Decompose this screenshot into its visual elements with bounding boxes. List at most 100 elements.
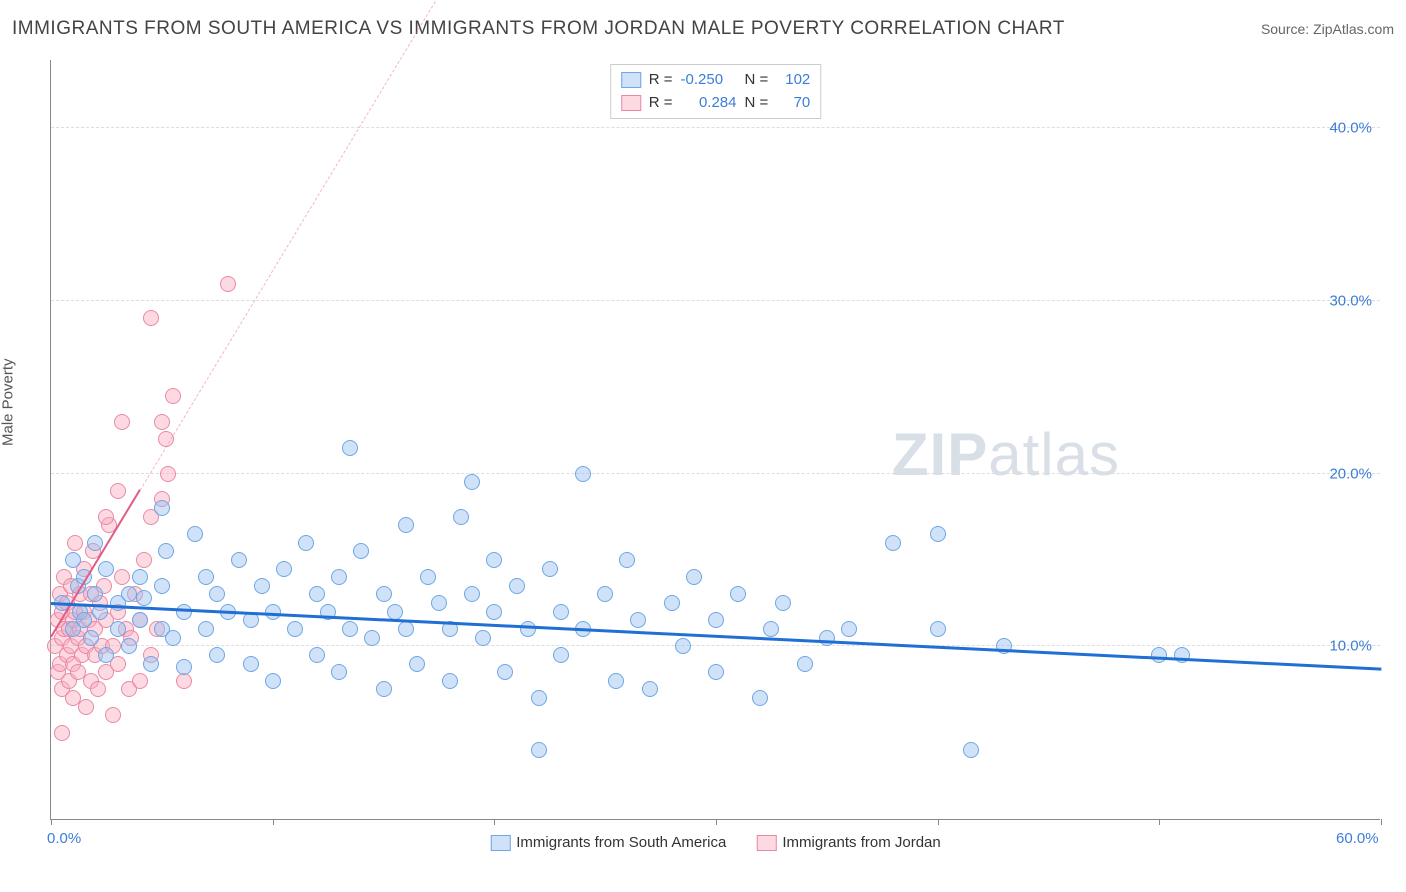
x-tick — [494, 819, 495, 825]
data-point-jordan — [121, 681, 137, 697]
data-point-jordan — [50, 664, 66, 680]
data-point-jordan — [176, 673, 192, 689]
data-point-south-america — [143, 656, 159, 672]
grid-line — [51, 645, 1380, 646]
data-point-jordan — [143, 310, 159, 326]
data-point-south-america — [497, 664, 513, 680]
data-point-jordan — [143, 647, 159, 663]
r-label: R = — [649, 92, 673, 115]
y-tick-label: 30.0% — [1329, 292, 1372, 309]
data-point-south-america — [254, 578, 270, 594]
data-point-jordan — [87, 647, 103, 663]
data-point-south-america — [630, 612, 646, 628]
data-point-south-america — [110, 621, 126, 637]
data-point-jordan — [87, 621, 103, 637]
data-point-south-america — [752, 690, 768, 706]
legend-label: Immigrants from Jordan — [782, 834, 940, 851]
grid-line — [51, 127, 1380, 128]
data-point-south-america — [542, 561, 558, 577]
data-point-south-america — [531, 690, 547, 706]
data-point-south-america — [83, 630, 99, 646]
stats-row-south-america: R = -0.250 N = 102 — [621, 69, 811, 92]
data-point-south-america — [87, 586, 103, 602]
data-point-south-america — [309, 586, 325, 602]
grid-line — [51, 300, 1380, 301]
data-point-jordan — [98, 612, 114, 628]
data-point-south-america — [187, 526, 203, 542]
data-point-jordan — [105, 707, 121, 723]
data-point-jordan — [94, 638, 110, 654]
x-tick — [716, 819, 717, 825]
trend-line — [51, 602, 1381, 670]
r-label: R = — [649, 69, 673, 92]
n-label: N = — [745, 69, 769, 92]
data-point-south-america — [431, 595, 447, 611]
data-point-south-america — [265, 673, 281, 689]
data-point-jordan — [110, 483, 126, 499]
x-tick — [1159, 819, 1160, 825]
data-point-jordan — [54, 681, 70, 697]
data-point-south-america — [553, 647, 569, 663]
data-point-south-america — [509, 578, 525, 594]
data-point-jordan — [81, 612, 97, 628]
data-point-jordan — [92, 595, 108, 611]
data-point-south-america — [996, 638, 1012, 654]
data-point-south-america — [486, 552, 502, 568]
data-point-south-america — [553, 604, 569, 620]
data-point-south-america — [597, 586, 613, 602]
trend-line — [50, 489, 140, 637]
data-point-south-america — [353, 543, 369, 559]
data-point-south-america — [420, 569, 436, 585]
data-point-south-america — [364, 630, 380, 646]
n-label: N = — [745, 92, 769, 115]
data-point-south-america — [885, 535, 901, 551]
data-point-south-america — [76, 612, 92, 628]
data-point-south-america — [342, 621, 358, 637]
source-attribution: Source: ZipAtlas.com — [1261, 21, 1394, 37]
data-point-south-america — [165, 630, 181, 646]
data-point-south-america — [198, 621, 214, 637]
data-point-jordan — [61, 673, 77, 689]
data-point-south-america — [376, 681, 392, 697]
data-point-south-america — [708, 612, 724, 628]
data-point-south-america — [342, 440, 358, 456]
y-tick-label: 10.0% — [1329, 638, 1372, 655]
swatch-jordan — [621, 95, 641, 111]
x-tick — [1381, 819, 1382, 825]
data-point-jordan — [72, 621, 88, 637]
data-point-jordan — [105, 638, 121, 654]
data-point-south-america — [176, 604, 192, 620]
data-point-jordan — [47, 638, 63, 654]
data-point-jordan — [70, 664, 86, 680]
data-point-south-america — [775, 595, 791, 611]
data-point-south-america — [198, 569, 214, 585]
data-point-south-america — [309, 647, 325, 663]
data-point-south-america — [398, 517, 414, 533]
data-point-jordan — [78, 699, 94, 715]
data-point-south-america — [464, 586, 480, 602]
data-point-south-america — [158, 543, 174, 559]
data-point-jordan — [52, 586, 68, 602]
plot-area: ZIPatlas R = -0.250 N = 102 R = 0.284 N … — [50, 60, 1380, 820]
data-point-south-america — [110, 595, 126, 611]
data-point-jordan — [83, 673, 99, 689]
data-point-south-america — [276, 561, 292, 577]
data-point-south-america — [87, 535, 103, 551]
data-point-jordan — [61, 621, 77, 637]
correlation-stats-box: R = -0.250 N = 102 R = 0.284 N = 70 — [610, 64, 822, 119]
swatch-south-america — [490, 835, 510, 851]
data-point-south-america — [65, 552, 81, 568]
data-point-south-america — [209, 586, 225, 602]
data-point-jordan — [70, 630, 86, 646]
data-point-jordan — [98, 664, 114, 680]
data-point-jordan — [110, 656, 126, 672]
data-point-south-america — [608, 673, 624, 689]
data-point-south-america — [243, 612, 259, 628]
trend-line — [139, 0, 495, 491]
data-point-jordan — [132, 612, 148, 628]
data-point-jordan — [136, 552, 152, 568]
data-point-south-america — [121, 586, 137, 602]
legend-item-jordan: Immigrants from Jordan — [756, 834, 940, 851]
x-tick — [938, 819, 939, 825]
data-point-south-america — [708, 664, 724, 680]
